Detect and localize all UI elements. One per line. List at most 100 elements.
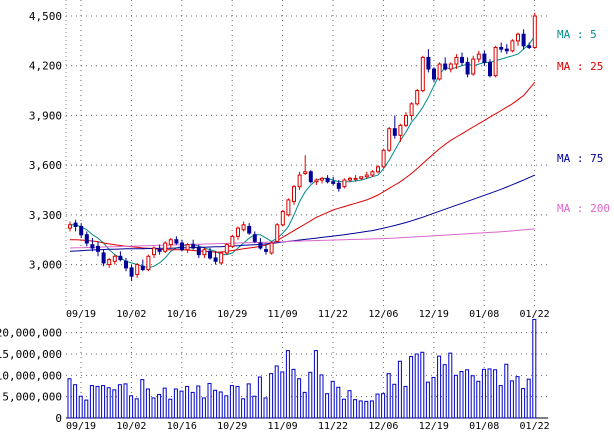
volume-bar xyxy=(481,368,486,419)
candle xyxy=(297,171,302,190)
candle-body xyxy=(297,174,302,188)
ma-legend-label: MA : 200 xyxy=(557,202,610,215)
volume-bar xyxy=(414,353,419,419)
volume-bar xyxy=(201,397,206,419)
candle-body xyxy=(292,186,296,203)
candle-body xyxy=(196,247,201,256)
candle-body xyxy=(247,225,252,234)
candle-body xyxy=(124,260,128,269)
volume-y-tick-label: 5,000,000 xyxy=(2,391,62,404)
candle xyxy=(348,176,352,182)
candle xyxy=(73,219,78,232)
volume-bar xyxy=(252,395,257,419)
candle-body xyxy=(443,63,448,70)
volume-x-tick-label: 11/09 xyxy=(268,421,298,432)
volume-bar xyxy=(341,398,346,419)
candle-body xyxy=(152,247,156,256)
volume-bar xyxy=(84,399,89,419)
candle xyxy=(96,241,100,257)
candle xyxy=(448,62,453,73)
volume-bar xyxy=(509,380,514,419)
candle-body xyxy=(342,179,347,188)
candle xyxy=(359,176,364,181)
candle xyxy=(129,264,134,282)
volume-bar xyxy=(140,379,145,419)
volume-bar xyxy=(196,385,201,419)
candle-body xyxy=(90,244,95,249)
volume-bar xyxy=(465,369,470,419)
candle-body xyxy=(213,257,218,262)
price-grid xyxy=(65,0,548,306)
volume-bar xyxy=(145,388,150,419)
candle-body xyxy=(286,199,291,216)
price-x-tick-label: 11/09 xyxy=(268,309,298,320)
candle-body xyxy=(404,114,408,126)
price-x-axis: 09/19 10/02 10/16 10/29 11/09 11/22 12/06 12/19… xyxy=(66,309,550,320)
candle-body xyxy=(68,224,72,229)
volume-x-tick-label: 12/06 xyxy=(368,421,398,432)
volume-bar xyxy=(347,390,352,419)
volume-bar xyxy=(358,400,363,419)
candle xyxy=(84,231,89,247)
candle xyxy=(353,175,358,182)
candle-body xyxy=(493,46,498,77)
candle xyxy=(504,44,509,55)
volume-bar xyxy=(67,378,72,419)
volume-bar xyxy=(336,386,341,419)
volume-bar xyxy=(302,391,307,419)
volume-bar xyxy=(280,371,285,419)
candle xyxy=(152,246,156,258)
price-x-tick-label: 12/06 xyxy=(368,309,398,320)
candle-body xyxy=(168,239,173,246)
candle-body xyxy=(353,177,358,180)
candle xyxy=(286,198,291,217)
volume-y-tick-label: 10,000,000 xyxy=(0,369,62,382)
candle xyxy=(101,249,106,267)
candle xyxy=(213,251,218,265)
candle-body xyxy=(303,171,308,174)
volume-bar xyxy=(173,388,178,419)
volume-x-tick-label: 01/08 xyxy=(469,421,499,432)
volume-bar xyxy=(179,390,184,419)
price-y-tick-label: 3,300 xyxy=(29,209,62,222)
volume-bars xyxy=(67,318,537,419)
price-x-tick-label: 10/02 xyxy=(116,309,146,320)
volume-bar xyxy=(213,389,218,419)
candle xyxy=(527,42,532,50)
volume-bar xyxy=(397,360,402,419)
candle-body xyxy=(241,224,246,231)
volume-bar xyxy=(369,400,374,419)
volume-x-tick-label: 09/19 xyxy=(66,421,96,432)
candle xyxy=(174,236,179,245)
price-y-tick-label: 3,900 xyxy=(29,109,62,122)
volume-bar xyxy=(123,383,128,419)
candle xyxy=(460,52,464,66)
volume-bar xyxy=(403,385,408,419)
volume-bar xyxy=(448,352,453,419)
volume-bar xyxy=(526,378,531,419)
candle xyxy=(308,170,313,184)
candle xyxy=(90,238,95,252)
candle xyxy=(79,223,84,239)
volume-bar xyxy=(453,374,458,419)
candle-body xyxy=(79,225,84,236)
volume-bar xyxy=(297,378,302,419)
candle-body xyxy=(101,252,106,264)
volume-bar xyxy=(224,395,229,419)
candle xyxy=(510,39,515,53)
candle xyxy=(208,248,212,260)
ma-legend-label: MA : 5 xyxy=(557,28,597,41)
volume-bar xyxy=(117,384,122,419)
volume-bar xyxy=(257,376,262,419)
candle-body xyxy=(348,177,352,181)
candle xyxy=(320,176,324,184)
candle-body xyxy=(146,255,151,271)
candle xyxy=(247,223,252,235)
volume-bar xyxy=(95,385,100,419)
candle-body xyxy=(476,53,481,60)
candle xyxy=(392,115,397,139)
price-y-axis: 4,500 4,200 3,900 3,600 3,300 3,000 xyxy=(29,10,62,272)
candle xyxy=(191,239,196,250)
candle-body xyxy=(325,177,330,183)
